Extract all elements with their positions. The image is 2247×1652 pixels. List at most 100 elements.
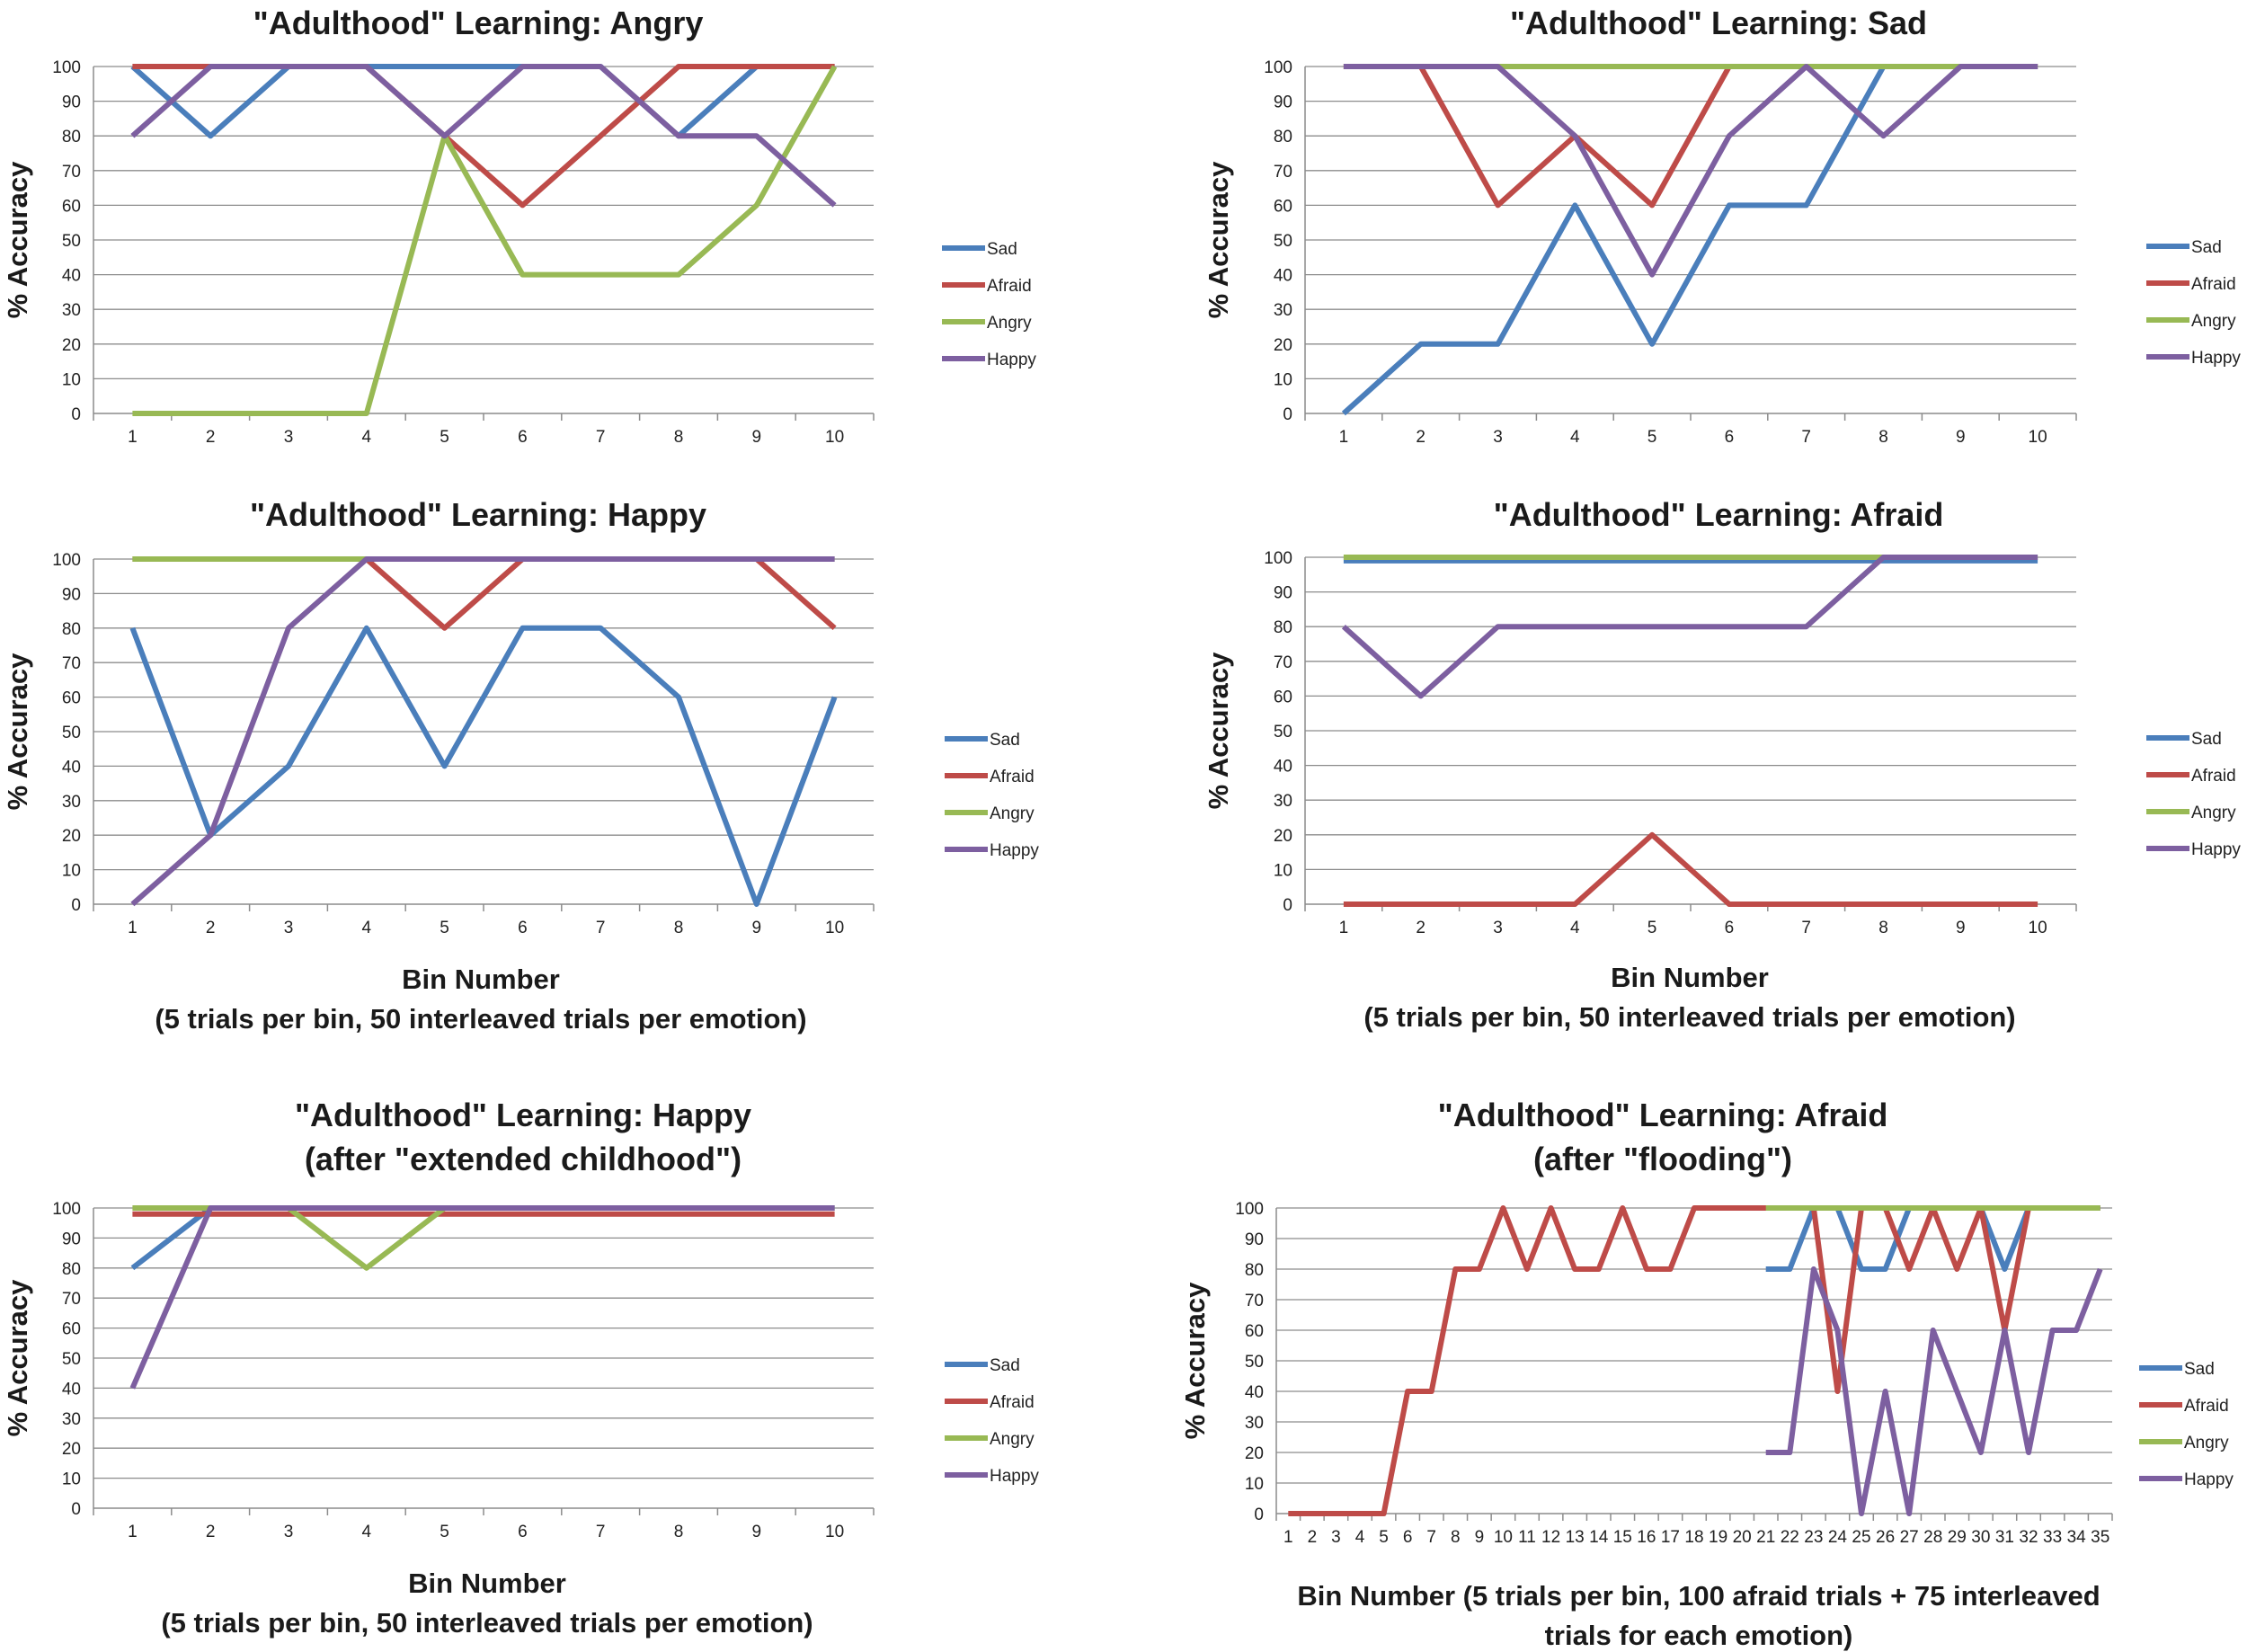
y-tick-label: 0 bbox=[1283, 896, 1292, 915]
x-tick-label: 13 bbox=[1566, 1528, 1585, 1547]
legend-label-happy: Happy bbox=[2184, 1470, 2234, 1489]
x-axis-label: (5 trials per bin, 50 interleaved trials… bbox=[1363, 1001, 2015, 1033]
y-tick-label: 0 bbox=[71, 1500, 81, 1519]
y-tick-label: 100 bbox=[52, 58, 81, 77]
x-tick-label: 1 bbox=[1339, 919, 1349, 937]
x-tick-label: 31 bbox=[1995, 1528, 2014, 1547]
x-axis-label: Bin Number bbox=[402, 964, 560, 995]
x-tick-label: 16 bbox=[1637, 1528, 1656, 1547]
y-tick-label: 20 bbox=[1274, 336, 1292, 355]
x-tick-label: 33 bbox=[2043, 1528, 2062, 1547]
chart-title: "Adulthood" Learning: Afraid bbox=[1438, 1097, 1888, 1133]
x-tick-label: 1 bbox=[128, 919, 138, 937]
legend-label-angry: Angry bbox=[990, 1430, 1035, 1449]
series-line-happy bbox=[129, 1205, 835, 1390]
x-tick-label: 1 bbox=[128, 1523, 138, 1541]
x-tick-label: 8 bbox=[674, 919, 684, 937]
x-tick-label: 17 bbox=[1661, 1528, 1680, 1547]
y-tick-label: 50 bbox=[62, 232, 81, 251]
y-axis-label: % Accuracy bbox=[1179, 1282, 1211, 1439]
x-tick-label: 7 bbox=[596, 919, 606, 937]
y-tick-label: 40 bbox=[62, 758, 81, 777]
y-tick-label: 90 bbox=[1274, 584, 1292, 603]
x-tick-label: 3 bbox=[1493, 428, 1503, 447]
x-tick-label: 2 bbox=[206, 919, 216, 937]
legend-label-afraid: Afraid bbox=[990, 768, 1035, 786]
y-tick-label: 60 bbox=[1245, 1322, 1264, 1341]
y-tick-label: 20 bbox=[1274, 827, 1292, 846]
y-tick-label: 60 bbox=[1274, 197, 1292, 216]
x-tick-label: 30 bbox=[1971, 1528, 1990, 1547]
series-line-sad bbox=[129, 625, 838, 907]
y-tick-label: 70 bbox=[1274, 653, 1292, 672]
chart-title: (after "extended childhood") bbox=[305, 1141, 742, 1177]
chart-5: "Adulthood" Learning: Happy (after "exten… bbox=[2, 1097, 1039, 1639]
x-tick-label: 9 bbox=[752, 1523, 762, 1541]
series-line-afraid bbox=[1288, 1205, 2100, 1516]
x-tick-label: 9 bbox=[1956, 428, 1966, 447]
x-tick-label: 4 bbox=[362, 1523, 372, 1541]
y-tick-label: 30 bbox=[1274, 792, 1292, 811]
x-tick-label: 2 bbox=[206, 428, 216, 447]
legend-label-sad: Sad bbox=[990, 731, 1020, 750]
series-line-happy bbox=[1765, 1266, 2103, 1516]
chart-title: "Adulthood" Learning: Happy bbox=[295, 1097, 751, 1133]
x-tick-label: 26 bbox=[1876, 1528, 1895, 1547]
y-tick-label: 30 bbox=[62, 301, 81, 320]
y-tick-label: 10 bbox=[62, 370, 81, 389]
chart-title: "Adulthood" Learning: Angry bbox=[253, 4, 704, 41]
y-tick-label: 30 bbox=[1274, 301, 1292, 320]
x-tick-label: 14 bbox=[1589, 1528, 1609, 1547]
chart-title: "Adulthood" Learning: Happy bbox=[250, 496, 706, 533]
series-line-happy bbox=[130, 556, 835, 907]
y-tick-label: 10 bbox=[62, 1470, 81, 1489]
x-tick-label: 21 bbox=[1756, 1528, 1775, 1547]
x-tick-label: 23 bbox=[1804, 1528, 1823, 1547]
x-tick-label: 1 bbox=[128, 428, 138, 447]
legend-label-happy: Happy bbox=[990, 1467, 1039, 1486]
y-axis-label: % Accuracy bbox=[1203, 652, 1234, 809]
series-line-happy bbox=[130, 64, 837, 208]
x-tick-label: 9 bbox=[1956, 919, 1966, 937]
x-tick-label: 5 bbox=[1379, 1528, 1389, 1547]
y-tick-label: 90 bbox=[1274, 93, 1292, 112]
legend-label-angry: Angry bbox=[2184, 1434, 2229, 1452]
y-tick-label: 70 bbox=[1245, 1292, 1264, 1310]
y-axis-label: % Accuracy bbox=[1203, 161, 1234, 318]
x-tick-label: 3 bbox=[284, 428, 294, 447]
x-tick-label: 6 bbox=[1725, 919, 1735, 937]
x-tick-label: 3 bbox=[284, 1523, 294, 1541]
x-axis-label: (5 trials per bin, 50 interleaved trials… bbox=[161, 1607, 813, 1639]
y-tick-label: 60 bbox=[1274, 688, 1292, 706]
x-tick-label: 9 bbox=[752, 428, 762, 447]
y-tick-label: 100 bbox=[1235, 1200, 1264, 1219]
x-tick-label: 2 bbox=[1308, 1528, 1318, 1547]
x-tick-label: 4 bbox=[362, 919, 372, 937]
y-tick-label: 80 bbox=[62, 1260, 81, 1279]
x-tick-label: 4 bbox=[1570, 919, 1580, 937]
series-line-happy bbox=[1343, 64, 2038, 278]
x-tick-label: 6 bbox=[1725, 428, 1735, 447]
y-tick-label: 80 bbox=[1274, 618, 1292, 637]
y-tick-label: 50 bbox=[1245, 1353, 1264, 1372]
y-tick-label: 20 bbox=[62, 827, 81, 846]
x-tick-label: 25 bbox=[1852, 1528, 1870, 1547]
y-tick-label: 60 bbox=[62, 689, 81, 708]
legend-label-angry: Angry bbox=[987, 314, 1032, 333]
series-line-afraid bbox=[1343, 831, 2038, 907]
x-tick-label: 6 bbox=[1403, 1528, 1413, 1547]
y-axis-label: % Accuracy bbox=[2, 653, 33, 810]
x-tick-label: 5 bbox=[1648, 428, 1657, 447]
y-tick-label: 40 bbox=[62, 1380, 81, 1399]
legend-label-afraid: Afraid bbox=[987, 277, 1032, 296]
legend-label-sad: Sad bbox=[2191, 238, 2222, 257]
chart-title: (after "flooding") bbox=[1533, 1141, 1792, 1177]
legend-label-afraid: Afraid bbox=[990, 1393, 1035, 1412]
x-tick-label: 19 bbox=[1709, 1528, 1727, 1547]
x-axis-label: Bin Number bbox=[1611, 962, 1769, 993]
y-tick-label: 40 bbox=[1274, 758, 1292, 777]
legend-label-happy: Happy bbox=[987, 351, 1036, 369]
y-tick-label: 0 bbox=[1283, 405, 1292, 424]
x-tick-label: 7 bbox=[1801, 919, 1811, 937]
x-tick-label: 6 bbox=[518, 919, 528, 937]
